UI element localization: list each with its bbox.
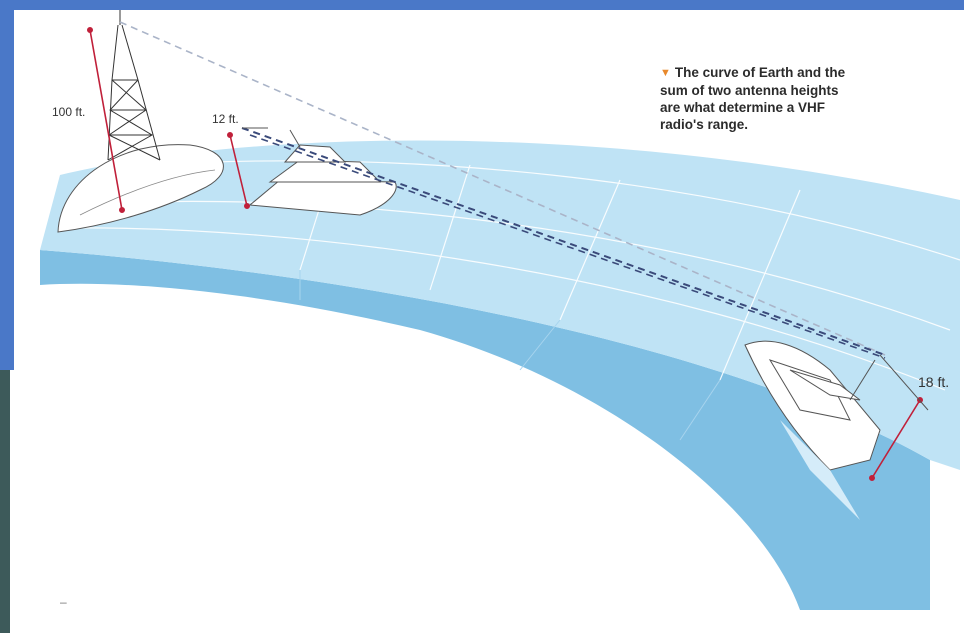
far-boat-antenna-label: 18 ft. — [918, 374, 950, 390]
sea-grid — [59, 160, 961, 391]
orange-triangle-icon: ▼ — [660, 67, 671, 79]
far-boat-antenna-measure — [868, 396, 923, 481]
near-boat-antenna-label: 12 ft. — [212, 112, 239, 126]
caption-line-3: are what determine a VHF — [660, 100, 826, 115]
caption-line-2: sum of two antenna heights — [660, 83, 839, 98]
sea-surface — [40, 140, 960, 470]
island-contour — [79, 169, 216, 216]
caption-line-4: radio's range. — [660, 117, 748, 132]
caption-line-1: The curve of Earth and the — [674, 65, 846, 80]
sea-slab-side — [40, 250, 930, 610]
far-boat-shadow — [780, 420, 860, 520]
tower-height-measure — [87, 26, 126, 214]
slab-grid — [299, 270, 721, 441]
far-antenna-tip-line — [879, 354, 929, 411]
radio-tower — [107, 10, 161, 161]
frame-left-photo-strip — [0, 370, 10, 633]
tower-height-label: 100 ft. — [52, 105, 86, 119]
frame-left-strip — [0, 0, 14, 370]
near-boat-antenna-measure — [227, 132, 251, 210]
diagram-caption: ▼ The curve of Earth and the sum of two a… — [660, 64, 930, 133]
frame-top-strip — [0, 0, 964, 10]
corner-mark: – — [60, 595, 67, 609]
line-of-sight — [119, 21, 886, 359]
far-boat — [744, 340, 881, 471]
